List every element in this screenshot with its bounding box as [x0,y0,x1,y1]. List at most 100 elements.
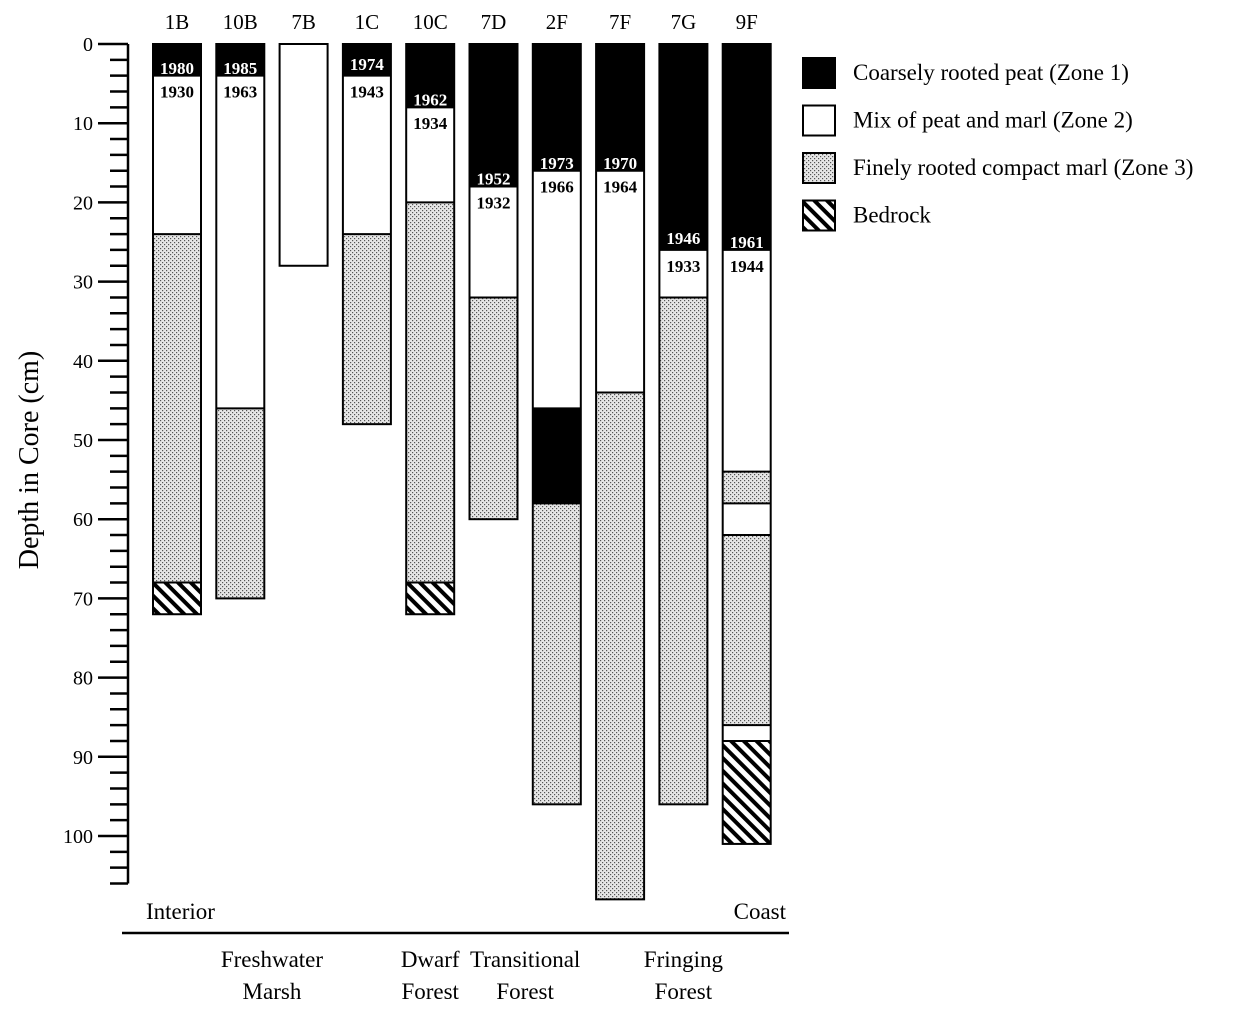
core-date-label: 1980 [160,59,194,78]
core-7G: 7G 1946 1933 [658,10,709,806]
y-axis-title: Depth in Core (cm) [14,351,45,570]
core-segment-z2 [342,75,391,235]
core-date-label: 1974 [350,55,385,74]
core-7B: 7B [278,10,329,267]
core-outline [278,43,329,267]
legend-label: Bedrock [853,203,931,228]
y-tick-label: 100 [63,826,93,848]
region-label-line1: Transitional [470,947,580,972]
region-label-line2: Forest [401,979,459,1004]
legend: Coarsely rooted peat (Zone 1) Mix of peat… [802,57,1193,232]
core-10B: 10B 1985 1963 [215,10,266,600]
core-segment-br [722,740,771,844]
core-segment-z1 [659,44,708,250]
region-label: Fringing Forest [644,947,724,1004]
core-outline [595,43,646,901]
core-7D: 7D 1952 1932 [468,10,519,521]
core-date-label: 1946 [666,229,700,248]
core-outline [658,43,709,806]
core-segment-z2 [659,249,708,298]
core-outline [152,43,202,616]
region-label: Freshwater Marsh [221,947,324,1004]
legend-item-z3: Finely rooted compact marl (Zone 3) [802,152,1193,184]
core-segment-z2 [596,170,645,393]
core-segment-z1 [469,44,518,187]
core-label: 1B [165,10,190,34]
legend-label: Finely rooted compact marl (Zone 3) [853,155,1193,180]
core-segment-z3 [532,503,581,805]
core-date-label: 1962 [413,90,447,109]
legend-label: Mix of peat and marl (Zone 2) [853,108,1133,133]
core-label: 7G [671,10,697,34]
core-date-label: 1934 [413,114,448,133]
y-tick-label: 80 [73,668,93,690]
core-2F: 2F 1973 1966 [531,10,582,806]
core-1C: 1C 1974 1943 [341,10,392,426]
transect-right-label: Coast [734,899,787,924]
core-label: 2F [546,10,568,34]
core-segment-z2 [722,503,771,536]
region-label-line2: Marsh [243,979,302,1004]
core-date-label: 1973 [540,154,574,173]
core-label: 7B [291,10,316,34]
y-tick-label: 30 [73,272,93,294]
core-1B: 1B 1980 1930 [152,10,202,616]
core-outline [405,43,456,616]
core-segment-z3 [596,392,645,900]
core-segment-z3 [216,408,265,599]
core-date-label: 1964 [603,178,638,197]
y-tick-label: 0 [83,34,93,56]
core-date-label: 1952 [477,170,511,189]
core-segment-z1 [532,408,581,504]
core-date-label: 1933 [666,257,700,276]
core-date-label: 1961 [730,233,764,252]
region-label-line1: Fringing [644,947,724,972]
core-segment-br [153,582,201,615]
core-segment-z3 [722,471,771,504]
region-label-line2: Forest [655,979,713,1004]
y-tick-label: 70 [73,588,93,610]
legend-item-z2: Mix of peat and marl (Zone 2) [802,104,1133,137]
core-segment-z1 [216,44,265,76]
y-tick-label: 20 [73,192,93,214]
legend-item-br: Bedrock [802,199,931,232]
legend-swatch [802,57,836,89]
core-segment-z2 [469,186,518,298]
core-label: 1C [355,10,380,34]
core-label: 7F [609,10,631,34]
y-tick-label: 40 [73,351,93,373]
core-segment-z2 [216,75,265,409]
core-segment-z1 [406,44,455,108]
core-10C: 10C 1962 1934 [405,10,456,616]
core-segment-z1 [532,44,581,171]
legend-label: Coarsely rooted peat (Zone 1) [853,60,1129,85]
core-segment-z3 [153,234,201,583]
core-outline [341,43,392,426]
core-date-label: 1966 [540,178,574,197]
core-9F: 9F 1961 1944 [721,10,772,845]
core-segment-z2 [722,725,771,741]
legend-swatch [802,152,836,184]
y-tick-label: 50 [73,430,93,452]
core-date-label: 1943 [350,83,384,102]
core-segment-z1 [596,44,645,171]
region-label-line2: Forest [496,979,554,1004]
region-label: Dwarf Forest [401,947,460,1004]
core-segment-z3 [406,202,455,583]
legend-item-z1: Coarsely rooted peat (Zone 1) [802,57,1129,89]
core-label: 9F [736,10,758,34]
core-date-label: 1944 [730,257,765,276]
core-outline [215,43,266,600]
y-tick-label: 60 [73,509,93,531]
core-outline [531,43,582,806]
y-axis: 0 10 20 30 40 50 60 70 80 90 100 Depth in Core (cm) [14,34,130,885]
transect-left-label: Interior [146,899,215,924]
core-label: 7D [481,10,507,34]
core-date-label: 1985 [223,59,257,78]
core-segment-z3 [342,234,391,425]
core-columns: 1B 1980 1930 10B 1985 1963 7B 1C 1974 1943 10C 1962… [152,10,772,901]
y-tick-label: 10 [73,113,93,135]
core-segment-z2 [406,107,455,203]
